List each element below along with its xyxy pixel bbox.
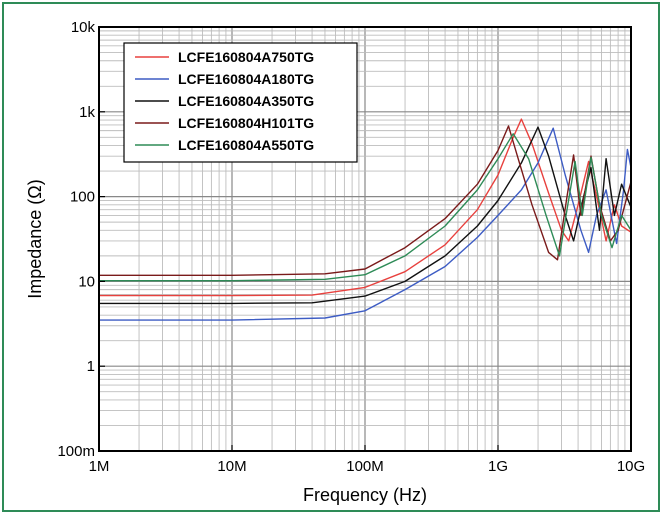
y-tick-label: 10 (78, 273, 95, 290)
legend-entry: LCFE160804A180TG (178, 71, 314, 87)
y-tick-label: 100 (70, 189, 95, 206)
legend-box (123, 42, 358, 163)
y-axis-label: Impedance (Ω) (25, 179, 45, 299)
series-lines (99, 118, 632, 321)
legend-entry: LCFE160804A550TG (178, 137, 314, 153)
x-tick-label: 1G (488, 458, 508, 475)
legend-entry: LCFE160804H101TG (178, 115, 314, 131)
x-tick-label: 10M (217, 458, 246, 475)
x-tick-label: 100M (346, 458, 384, 475)
legend-entry: LCFE160804A350TG (178, 93, 314, 109)
legend: LCFE160804A750TG LCFE160804A180TG LCFE1608… (123, 42, 358, 163)
y-tick-label: 1 (87, 358, 95, 375)
series-line-2 (99, 126, 632, 305)
legend-entry: LCFE160804A750TG (178, 49, 314, 65)
series-line-0 (99, 118, 632, 297)
y-tick-label: 10k (71, 19, 96, 36)
x-tick-label: 10G (617, 458, 645, 475)
x-axis-label: Frequency (Hz) (303, 485, 427, 505)
series-line-4 (99, 133, 632, 282)
y-tick-label: 100m (57, 443, 95, 460)
y-tick-label: 1k (79, 104, 95, 121)
x-tick-label: 1M (89, 458, 110, 475)
axis-ticks: 1M 10M 100M 1G 10G 100m 1 10 100 1k 10k (57, 19, 645, 475)
